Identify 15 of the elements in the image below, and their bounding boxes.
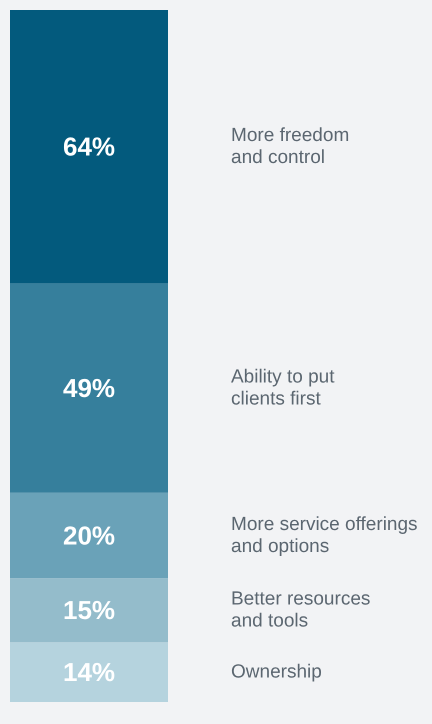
- bar: [10, 642, 168, 702]
- text: Ability to put clients first: [231, 366, 336, 410]
- text: Ownership: [231, 662, 322, 683]
- bar: [10, 578, 168, 642]
- text: Better resources and tools: [231, 588, 370, 632]
- data-label: 20%: [62, 520, 116, 550]
- data-label: 64%: [62, 132, 116, 162]
- data-label: 15%: [62, 595, 116, 626]
- bar: [10, 10, 168, 284]
- data-label: 49%: [62, 373, 116, 404]
- bar: [10, 492, 168, 578]
- text: More freedom and control: [231, 125, 350, 168]
- text: More service offerings and options: [231, 514, 418, 557]
- data-label: 14%: [62, 657, 116, 688]
- bar: [10, 283, 168, 493]
